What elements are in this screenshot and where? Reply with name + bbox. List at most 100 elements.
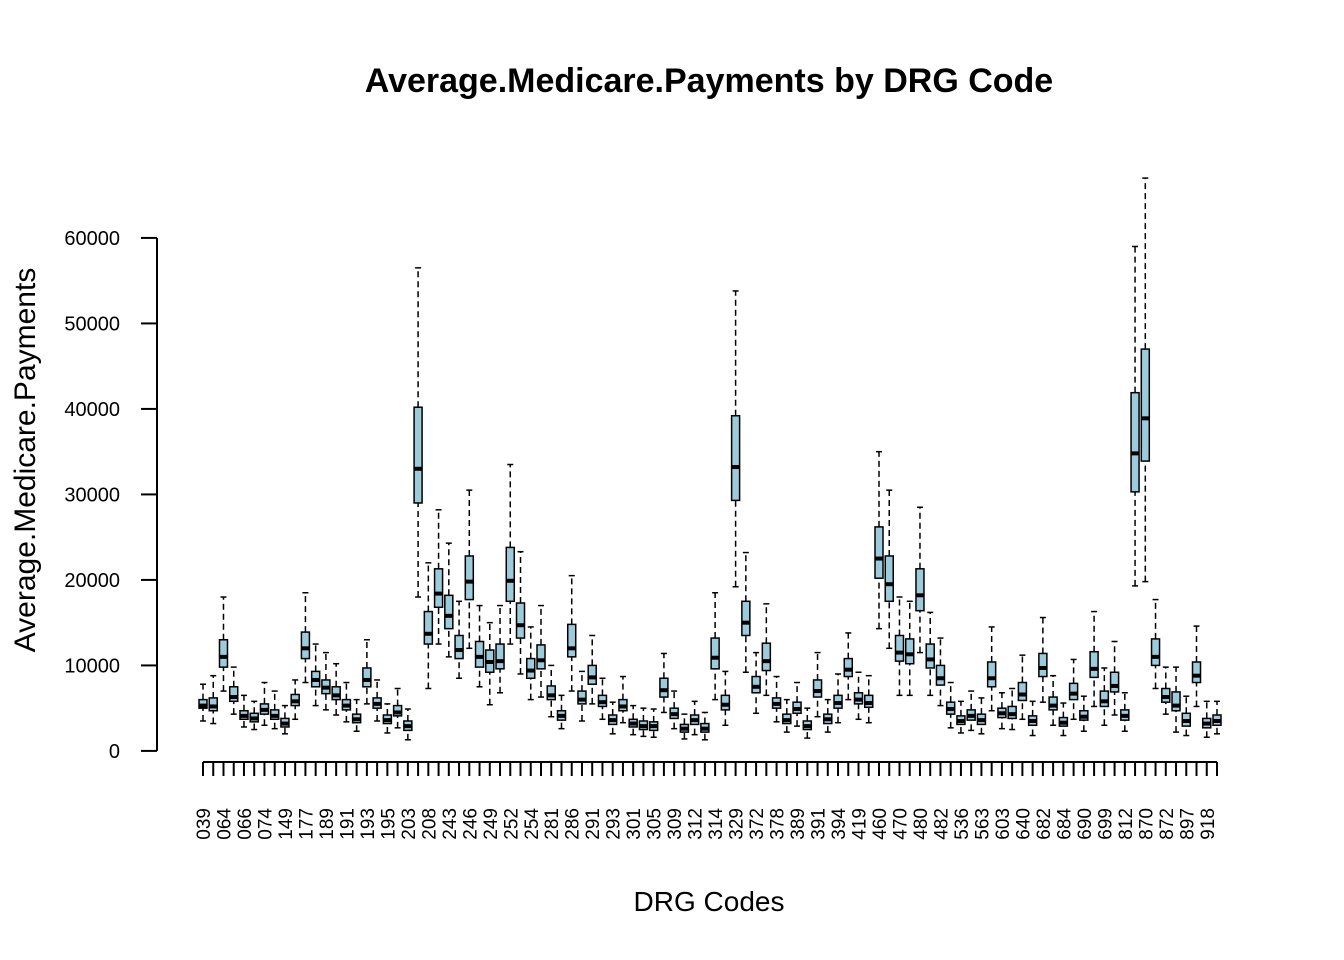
box [1109, 671, 1120, 693]
box [1038, 652, 1048, 678]
box [751, 675, 761, 694]
box [710, 637, 720, 670]
x-tick-label: 309 [665, 808, 686, 840]
box [423, 610, 434, 645]
box [208, 697, 218, 712]
box [444, 594, 454, 630]
box [1191, 661, 1202, 684]
x-tick-label: 812 [1116, 808, 1137, 840]
box [515, 602, 526, 639]
box [413, 406, 423, 504]
x-tick-label: 699 [1095, 808, 1116, 840]
box [454, 634, 464, 660]
x-tick-label: 603 [993, 808, 1014, 840]
x-tick-label: 246 [460, 808, 481, 840]
box [843, 657, 854, 678]
x-tick-label: 378 [768, 808, 789, 840]
box [1048, 696, 1058, 711]
x-tick-label: 177 [296, 808, 317, 840]
y-tick-label: 10000 [64, 655, 120, 677]
box [915, 568, 925, 612]
box [1068, 682, 1079, 701]
x-tick-label: 872 [1157, 808, 1178, 840]
box [362, 667, 372, 688]
box [526, 657, 536, 679]
x-tick-label: 291 [583, 808, 604, 840]
x-tick-label: 286 [563, 808, 584, 840]
y-axis-label: Average.Medicare.Payments [9, 268, 42, 653]
box [894, 634, 905, 662]
y-tick-label: 40000 [64, 399, 120, 421]
box [577, 690, 587, 705]
y-tick-label: 30000 [64, 484, 120, 506]
y-tick-label: 0 [109, 741, 120, 763]
box [1150, 638, 1161, 667]
box [331, 686, 341, 701]
x-tick-label: 191 [337, 808, 358, 840]
box [904, 638, 915, 665]
x-tick-label: 149 [276, 808, 297, 840]
box [228, 686, 239, 703]
x-tick-label: 039 [194, 808, 215, 840]
box [986, 661, 997, 688]
box [505, 546, 516, 603]
x-tick-label: 870 [1136, 808, 1157, 840]
x-tick-label: 470 [890, 808, 911, 840]
y-tick-label: 60000 [64, 228, 120, 250]
box [1099, 690, 1110, 708]
box [1171, 691, 1181, 712]
box [1089, 650, 1099, 679]
box [812, 679, 823, 698]
x-tick-label: 203 [399, 808, 420, 840]
box [720, 694, 731, 711]
box [587, 664, 597, 685]
box [741, 600, 751, 637]
x-tick-label: 419 [850, 808, 871, 840]
x-tick-label: 536 [952, 808, 973, 840]
box [566, 623, 577, 658]
x-tick-label: 482 [931, 808, 952, 840]
box [536, 644, 546, 670]
x-tick-label: 389 [788, 808, 809, 840]
x-tick-label: 460 [870, 808, 891, 840]
x-tick-label: 301 [624, 808, 645, 840]
x-tick-label: 293 [604, 808, 625, 840]
box [546, 685, 556, 701]
x-tick-label: 243 [440, 808, 461, 840]
box [659, 677, 669, 698]
box [218, 639, 229, 668]
box [761, 642, 772, 672]
x-tick-label: 066 [235, 808, 256, 840]
x-tick-label: 064 [214, 808, 235, 840]
x-tick-label: 682 [1034, 808, 1055, 840]
box [730, 415, 741, 502]
x-tick-label: 372 [747, 808, 768, 840]
x-tick-label: 312 [686, 808, 707, 840]
x-tick-label: 391 [809, 808, 830, 840]
x-tick-label: 314 [706, 808, 727, 840]
x-tick-label: 563 [972, 808, 993, 840]
box [874, 526, 884, 579]
x-tick-label: 193 [358, 808, 379, 840]
y-tick-label: 50000 [64, 313, 120, 335]
x-tick-label: 254 [522, 808, 543, 840]
box [495, 643, 505, 670]
box [474, 640, 485, 668]
x-tick-label: 690 [1075, 808, 1096, 840]
x-tick-label: 195 [378, 808, 399, 840]
y-tick-label: 20000 [64, 570, 120, 592]
box [925, 643, 935, 669]
box [433, 568, 444, 609]
x-tick-label: 189 [317, 808, 338, 840]
x-tick-label: 918 [1198, 808, 1219, 840]
x-tick-label: 394 [829, 808, 850, 840]
box [1130, 391, 1140, 493]
box [935, 664, 946, 686]
x-tick-label: 684 [1054, 808, 1075, 840]
x-tick-label: 252 [501, 808, 522, 840]
x-tick-label: 329 [727, 808, 748, 840]
x-tick-label: 480 [911, 808, 932, 840]
x-tick-label: 281 [542, 808, 563, 840]
x-tick-label: 249 [481, 808, 502, 840]
